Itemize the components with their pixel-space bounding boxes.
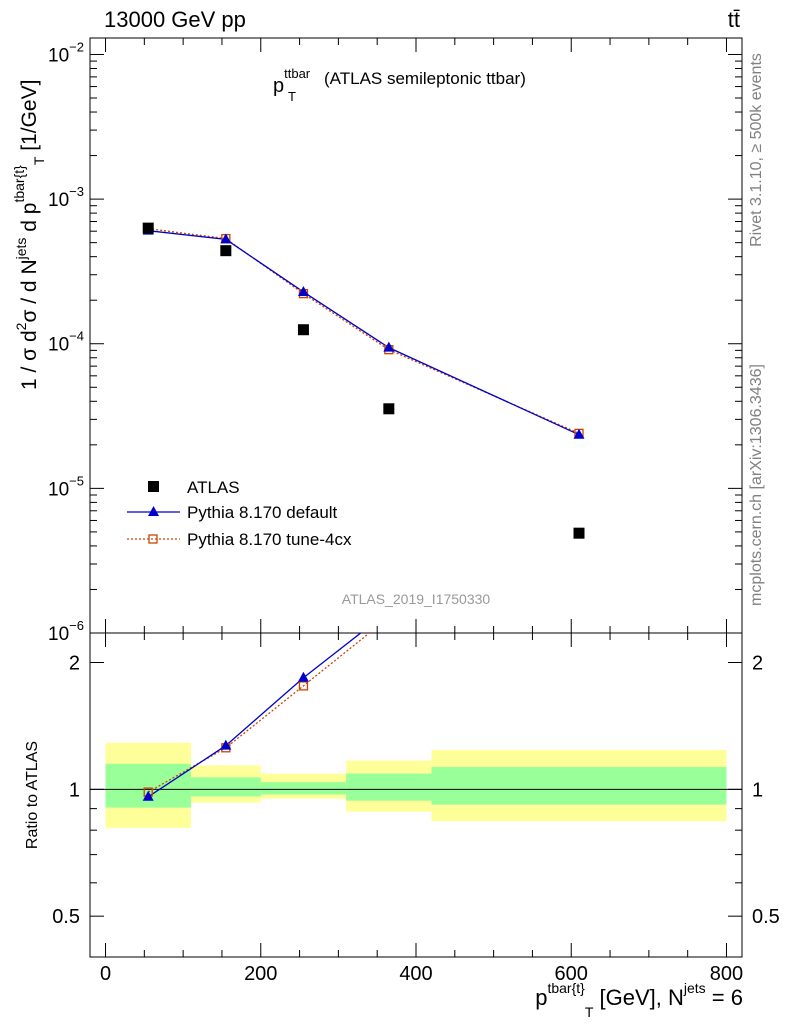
ratio-xtick-label: 200 [244,963,277,985]
header-process-label: tt̄ [728,7,740,32]
main-panel: 10−610−510−410−310−2 pttbar T (ATLAS sem… [11,37,743,645]
default-point [383,341,395,352]
main-title: pttbar [273,66,311,97]
main-ytick-label-base: 10 [48,190,69,211]
atlas-data-point [573,527,585,539]
ratio-band-inner [346,773,432,801]
ratio-band-inner [105,763,191,808]
xlabel-c: = 6 [706,985,743,1010]
default-point [297,285,309,296]
legend-label-tune: Pythia 8.170 tune-4cx [187,530,352,549]
main-title-sub: T [288,89,296,104]
ratio-series [142,495,585,801]
main-ylabel-c: d p [18,203,41,238]
main-ytick-label-base: 10 [48,45,69,66]
rivet-version-label: Rivet 3.1.10, ≥ 500k events [748,53,765,247]
main-ylabel-a: 1 / σ d [18,330,41,390]
ratio-ytick-label-right: 0.5 [752,906,780,928]
ratio-tune-4cx-point [385,613,393,621]
ratio-bands [105,742,727,828]
main-series [142,222,585,539]
main-ytick-label: 10−6 [48,618,84,645]
header-energy-label: 13000 GeV pp [104,7,246,32]
ratio-ytick-label: 0.5 [52,906,80,928]
atlas-data-point [220,245,232,257]
xlabel: ptbar{t}T [GeV], Njets = 6 [535,980,743,1020]
ratio-xtick-label: 0 [100,963,111,985]
main-ytick-label: 10−3 [48,184,84,211]
main-title-p: p [273,75,284,97]
main-ylabel-b-sup: jets [13,238,29,261]
legend-label-default: Pythia 8.170 default [187,503,338,522]
main-ytick-label-base: 10 [48,335,69,356]
atlas-data-point [142,222,154,234]
legend: ATLAS Pythia 8.170 default Pythia 8.170 … [127,478,352,549]
xlabel-b-sup: jets [683,980,706,996]
ratio-tune-4cx-line [147,633,371,793]
main-ytick-label-exp: −2 [69,39,84,54]
main-ytick-label-exp: −4 [69,329,84,344]
ratio-ytick-label-right: 2 [752,653,763,675]
ratio-ytick-label-right: 1 [752,779,763,801]
main-ylabel-a-sup: 2 [13,322,29,330]
ratio-xtick-label: 600 [555,963,588,985]
xlabel-b: [GeV], N [593,985,683,1010]
main-ylabel-c-sub: T [31,156,47,165]
main-ylabel: 1 / σ d2σ / d Njets d ptbar{t} T [1/GeV] [11,80,47,390]
main-title-sup: ttbar [284,66,311,81]
main-ylabel-c-sup: tbar{t} [11,165,27,203]
ratio-band-inner [190,777,261,797]
ratio-default-point [220,739,232,750]
xlabel-a: p [535,985,547,1010]
main-ylabel-d: [1/GeV] [18,80,41,157]
ratio-series-clip [142,495,585,801]
atlas-data-point [297,324,309,336]
default-point [573,428,585,439]
ratio-ylabel: Ratio to ATLAS [24,741,41,849]
main-ytick-label: 10−2 [48,39,84,66]
ratio-panel: 0.5 0.5 1 1 2 2 0 200 400 600 800 Ratio to ATLAS p… [24,495,780,1020]
ratio-ytick-label: 2 [69,653,80,675]
mcplots-label: mcplots.cern.ch [arXiv:1306.3436] [748,364,765,606]
ratio-xtick-label: 400 [399,963,432,985]
ratio-band-inner [260,782,347,795]
ratio-tune-4cx-point [298,681,309,691]
xlabel-a-sub: T [585,1004,594,1020]
main-ytick-label-exp: −6 [69,618,84,633]
main-ytick-label: 10−4 [48,329,84,356]
main-ytick-label: 10−5 [48,473,84,500]
legend-marker-atlas [148,481,159,492]
ratio-tune-4cx-point [575,495,583,503]
main-title-suffix: (ATLAS semileptonic ttbar) [324,69,526,88]
main-ytick-label-exp: −5 [69,473,84,488]
ratio-band-inner [431,766,727,805]
ratio-xtick-label: 800 [710,963,743,985]
analysis-watermark: ATLAS_2019_I1750330 [342,591,491,607]
legend-marker-tune [148,534,158,544]
ratio-default-point [142,790,154,801]
main-axes: 10−610−510−410−310−2 [48,37,743,645]
atlas-data-point [383,403,395,415]
main-ytick-label-base: 10 [48,624,69,645]
main-ytick-label-base: 10 [48,479,69,500]
main-ytick-label-exp: −3 [69,184,84,199]
xlabel-a-sup: tbar{t} [547,980,585,996]
main-ylabel-b: σ / d N [18,259,41,322]
ratio-default-point [574,496,585,506]
ratio-ytick-label: 1 [69,779,80,801]
legend-marker-default [148,506,159,516]
default-point [220,233,232,244]
ratio-default-point [297,671,309,682]
legend-label-atlas: ATLAS [187,478,240,497]
ratio-axes: 0.5 0.5 1 1 2 2 0 200 400 600 800 [52,632,780,985]
